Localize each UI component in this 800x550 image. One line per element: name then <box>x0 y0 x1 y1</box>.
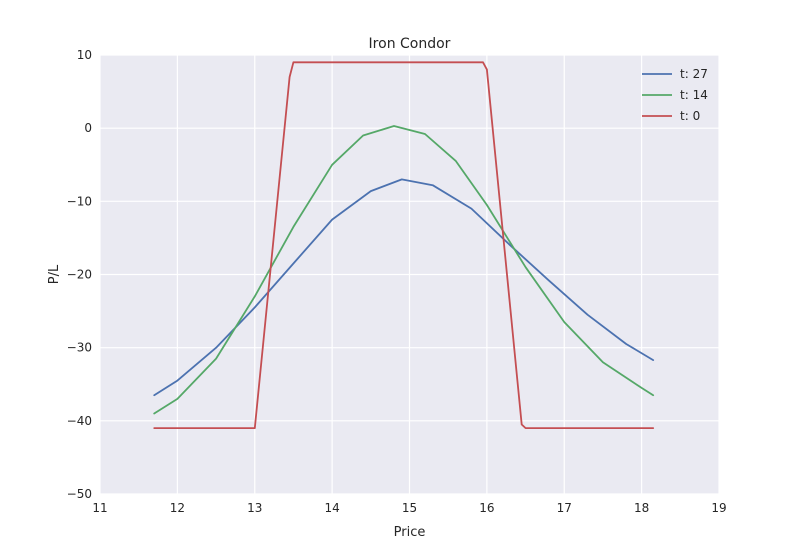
x-tick-label: 11 <box>92 501 107 515</box>
legend-label: t: 0 <box>680 109 700 123</box>
y-tick-label: 0 <box>84 121 92 135</box>
y-axis-label: P/L <box>47 264 62 284</box>
x-tick-label: 16 <box>479 501 494 515</box>
y-tick-label: −50 <box>67 487 92 501</box>
series-line-1 <box>153 178 655 397</box>
x-tick-labels: 11 12 13 14 15 16 17 18 19 <box>92 501 726 515</box>
x-tick-label: 19 <box>711 501 726 515</box>
y-tick-label: −20 <box>67 268 92 282</box>
x-tick-label: 17 <box>557 501 572 515</box>
series-line-3 <box>153 61 655 430</box>
y-tick-label: −40 <box>67 414 92 428</box>
legend-label: t: 14 <box>680 88 708 102</box>
legend-label: t: 27 <box>680 67 708 81</box>
y-tick-label: −10 <box>67 194 92 208</box>
legend: t: 27 t: 14 t: 0 <box>642 67 708 123</box>
x-tick-label: 12 <box>170 501 185 515</box>
series-lines <box>153 61 655 430</box>
y-tick-labels: 10 0 −10 −20 −30 −40 −50 <box>67 48 92 501</box>
x-tick-label: 15 <box>402 501 417 515</box>
x-tick-label: 14 <box>324 501 339 515</box>
x-tick-label: 18 <box>634 501 649 515</box>
x-tick-label: 13 <box>247 501 262 515</box>
y-tick-label: −30 <box>67 341 92 355</box>
x-axis-label: Price <box>394 525 426 540</box>
chart-title: Iron Condor <box>369 36 451 52</box>
series-line-2 <box>153 125 655 415</box>
y-tick-label: 10 <box>77 48 92 62</box>
grid <box>99 54 720 495</box>
